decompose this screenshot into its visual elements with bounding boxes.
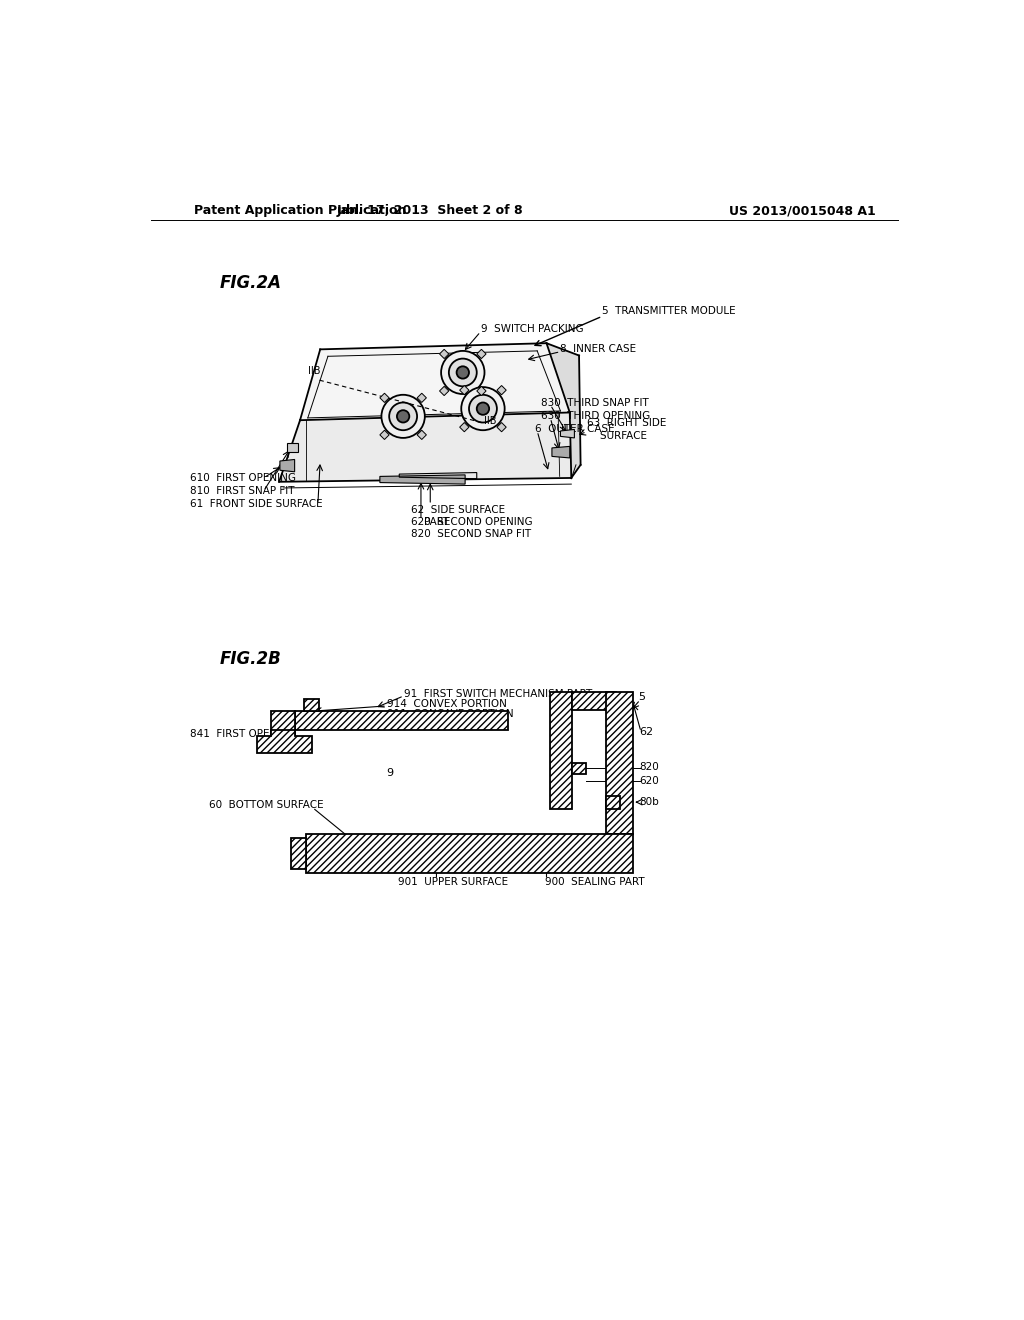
Polygon shape <box>497 385 506 395</box>
Polygon shape <box>572 763 586 775</box>
Text: 810  FIRST SNAP FIT: 810 FIRST SNAP FIT <box>190 486 295 496</box>
Polygon shape <box>460 422 469 432</box>
Text: 9  SWITCH PACKING: 9 SWITCH PACKING <box>480 325 584 334</box>
Polygon shape <box>257 730 311 752</box>
Text: FIG.2B: FIG.2B <box>219 649 282 668</box>
Text: 6  OUTER CASE: 6 OUTER CASE <box>535 425 614 434</box>
Text: 61  FRONT SIDE SURFACE: 61 FRONT SIDE SURFACE <box>190 499 323 510</box>
Text: FIG.2A: FIG.2A <box>219 275 282 292</box>
Polygon shape <box>552 446 569 458</box>
Text: 5: 5 <box>638 693 645 702</box>
Text: 620: 620 <box>640 776 659 785</box>
Text: 914  CONVEX PORTION: 914 CONVEX PORTION <box>387 698 507 709</box>
Circle shape <box>461 387 505 430</box>
Text: 911  CONCAVE PORTION: 911 CONCAVE PORTION <box>387 709 513 719</box>
Text: 62: 62 <box>640 727 653 737</box>
Polygon shape <box>560 429 574 438</box>
Polygon shape <box>380 475 465 484</box>
Text: 60  BOTTOM SURFACE: 60 BOTTOM SURFACE <box>209 800 324 810</box>
Circle shape <box>477 403 489 414</box>
Polygon shape <box>497 422 506 432</box>
Polygon shape <box>550 692 572 809</box>
Circle shape <box>469 395 497 422</box>
Circle shape <box>441 351 484 393</box>
Circle shape <box>457 367 469 379</box>
Polygon shape <box>460 385 469 395</box>
Text: 5  TRANSMITTER MODULE: 5 TRANSMITTER MODULE <box>602 306 736 315</box>
Polygon shape <box>606 692 633 834</box>
Text: 63  RIGHT SIDE
    SURFACE: 63 RIGHT SIDE SURFACE <box>587 418 667 441</box>
Text: 830  THIRD SNAP FIT: 830 THIRD SNAP FIT <box>541 399 649 408</box>
Polygon shape <box>477 387 486 396</box>
Polygon shape <box>572 692 616 710</box>
Polygon shape <box>300 343 569 420</box>
Text: IIB: IIB <box>484 416 497 426</box>
Polygon shape <box>417 430 426 440</box>
Text: Jan. 17, 2013  Sheet 2 of 8: Jan. 17, 2013 Sheet 2 of 8 <box>337 205 523 218</box>
Polygon shape <box>280 459 295 471</box>
Text: 900  SEALING PART: 900 SEALING PART <box>545 878 644 887</box>
Text: 820  SECOND SNAP FIT: 820 SECOND SNAP FIT <box>411 529 531 539</box>
Circle shape <box>449 359 477 387</box>
Circle shape <box>397 411 410 422</box>
Polygon shape <box>606 796 621 809</box>
Text: 901  UPPER SURFACE: 901 UPPER SURFACE <box>397 878 508 887</box>
Polygon shape <box>477 350 486 359</box>
Text: Patent Application Publication: Patent Application Publication <box>194 205 407 218</box>
Text: 62  SIDE SURFACE
    PART: 62 SIDE SURFACE PART <box>411 506 505 527</box>
Text: 620  SECOND OPENING: 620 SECOND OPENING <box>411 517 532 527</box>
Text: 630  THIRD OPENING: 630 THIRD OPENING <box>541 412 650 421</box>
Text: 91  FIRST SWITCH MECHANISM PART: 91 FIRST SWITCH MECHANISM PART <box>403 689 592 698</box>
Circle shape <box>389 403 417 430</box>
Polygon shape <box>287 444 298 451</box>
Text: 9: 9 <box>386 768 393 777</box>
Text: US 2013/0015048 A1: US 2013/0015048 A1 <box>729 205 876 218</box>
Polygon shape <box>380 430 389 440</box>
Text: 8  INNER CASE: 8 INNER CASE <box>560 345 637 354</box>
Circle shape <box>381 395 425 438</box>
Polygon shape <box>291 838 306 869</box>
Polygon shape <box>304 700 319 711</box>
Text: 841  FIRST OPENING: 841 FIRST OPENING <box>190 730 296 739</box>
Polygon shape <box>280 412 571 482</box>
Polygon shape <box>271 711 295 737</box>
Polygon shape <box>306 834 633 873</box>
Polygon shape <box>439 350 449 359</box>
Polygon shape <box>295 711 508 730</box>
Polygon shape <box>439 387 449 396</box>
Polygon shape <box>380 393 389 403</box>
Polygon shape <box>547 343 581 478</box>
Text: 8: 8 <box>582 694 589 704</box>
Text: 820: 820 <box>640 762 659 772</box>
Text: 610  FIRST OPENING: 610 FIRST OPENING <box>190 473 296 483</box>
Polygon shape <box>417 393 426 403</box>
Text: IIB: IIB <box>308 366 321 376</box>
Text: 80b: 80b <box>640 797 659 807</box>
